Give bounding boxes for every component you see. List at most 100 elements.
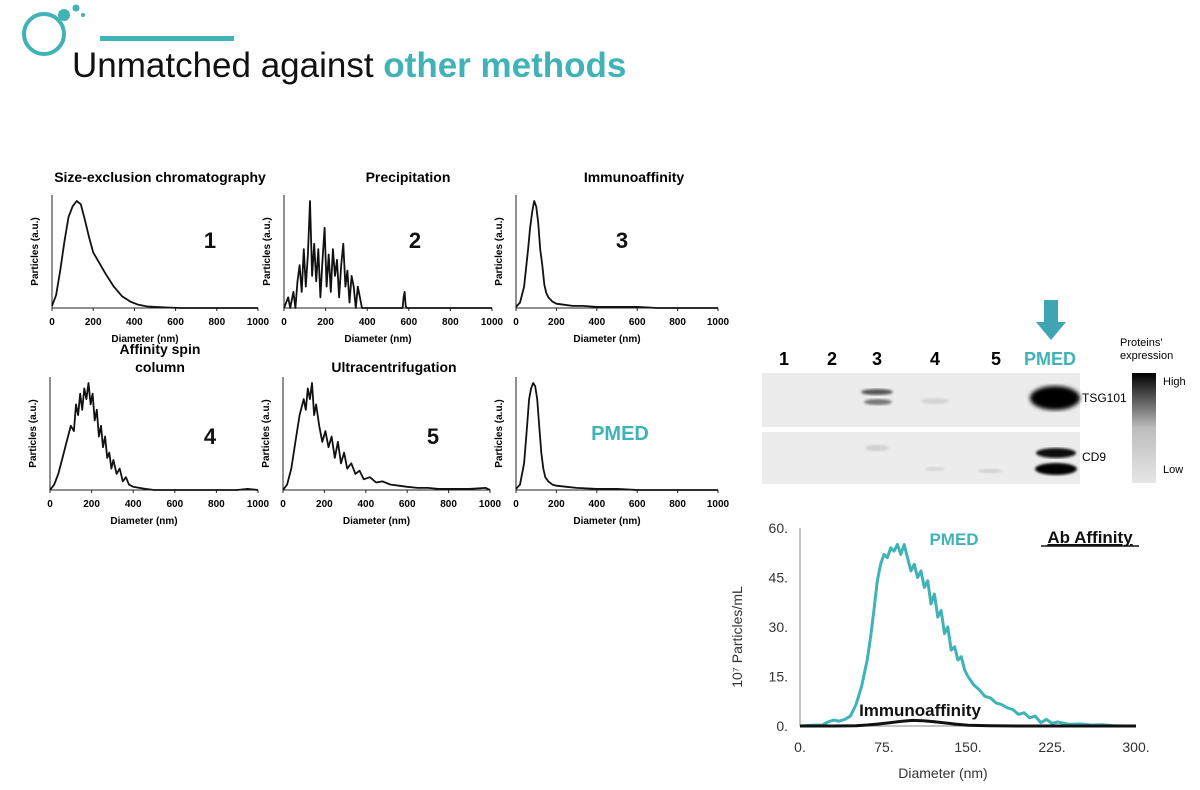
legend-title-line2: expression — [1120, 350, 1173, 362]
x-tick-label: 800 — [669, 499, 686, 510]
x-tick-label: 200 — [548, 317, 565, 328]
x-tick-label: 400 — [357, 499, 374, 510]
x-axis-label: Diameter (nm) — [110, 516, 177, 527]
series-line — [49, 382, 259, 491]
y-axis-label: Particles (a.u.) — [494, 399, 505, 467]
series-line — [51, 200, 258, 309]
title-main: Unmatched against — [72, 46, 384, 85]
legend-title-line1: Proteins' — [1120, 337, 1162, 349]
x-axis-label: Diameter (nm) — [111, 334, 178, 345]
x-tick-label: 400 — [588, 317, 605, 328]
small-chart-number: 1 — [204, 228, 216, 253]
x-tick-label: 400 — [588, 499, 605, 510]
y-tick-label: 30. — [769, 619, 788, 635]
lane-label-5: 5 — [991, 349, 1001, 369]
x-tick-label: 150. — [954, 739, 981, 755]
x-tick-label: 1000 — [707, 317, 730, 328]
small-chart-spin: Affinity spin column 4 0 200 400 600 800 1000 Dia… — [28, 341, 270, 527]
x-tick-label: 0 — [513, 499, 519, 510]
y-tick-label: 15. — [769, 669, 788, 685]
title-accent: other methods — [383, 46, 627, 85]
small-chart-pmed-small: PMED 0 200 400 600 800 1000 Diameter (nm) Partic… — [494, 377, 730, 527]
series-label-immunoaffinity: Immunoaffinity — [859, 701, 981, 720]
band-tsg101-lane3a — [861, 389, 893, 395]
x-axis-label: Diameter (nm) — [898, 765, 987, 781]
band-tsg101-lane3b — [864, 399, 892, 405]
band-cd9-lane3 — [865, 445, 889, 451]
pmed-arrow-icon — [1036, 300, 1066, 340]
x-tick-label: 0 — [49, 317, 55, 328]
small-chart-number: 4 — [204, 424, 217, 449]
x-tick-label: 1000 — [247, 317, 270, 328]
x-tick-label: 600 — [166, 499, 183, 510]
x-tick-label: 600 — [400, 317, 417, 328]
x-tick-label: 1000 — [247, 499, 270, 510]
series-line — [515, 382, 718, 491]
x-tick-label: 800 — [442, 317, 459, 328]
small-chart-number: PMED — [591, 423, 649, 445]
x-tick-label: 1000 — [481, 317, 504, 328]
x-tick-label: 200 — [85, 317, 102, 328]
y-axis-label: Particles (a.u.) — [262, 217, 273, 285]
x-tick-label: 200 — [548, 499, 565, 510]
x-tick-label: 400 — [359, 317, 376, 328]
x-tick-label: 1000 — [707, 499, 730, 510]
y-tick-label: 45. — [769, 570, 788, 586]
x-tick-label: 300. — [1122, 739, 1149, 755]
small-chart-sec: Size-exclusion chromatography 1 0 200 400 600… — [30, 169, 270, 345]
x-axis-label: Diameter (nm) — [344, 334, 411, 345]
lane-label-pmed: PMED — [1024, 349, 1076, 369]
y-tick-label: 0. — [776, 718, 788, 734]
series-label-pmed: PMED — [929, 530, 978, 549]
series-line — [282, 382, 491, 491]
blot-panel-cd9 — [762, 432, 1080, 484]
x-tick-label: 600 — [167, 317, 184, 328]
x-tick-label: 200 — [317, 317, 334, 328]
band-tsg101-pmed — [1030, 386, 1080, 410]
band-cd9-lane5 — [978, 469, 1002, 473]
y-axis-label: Particles (a.u.) — [494, 217, 505, 285]
legend-gradient — [1132, 373, 1156, 483]
page-title: Unmatched against other methods — [72, 46, 626, 86]
lane-label-4: 4 — [930, 349, 940, 369]
x-axis-label: Diameter (nm) — [573, 516, 640, 527]
lane-label-1: 1 — [779, 349, 789, 369]
small-chart-title: Affinity spin — [120, 341, 201, 357]
series-line — [283, 200, 492, 309]
x-tick-label: 0 — [47, 499, 53, 510]
x-tick-label: 75. — [874, 739, 893, 755]
x-tick-label: 225. — [1038, 739, 1065, 755]
x-tick-label: 0. — [794, 739, 806, 755]
x-tick-label: 800 — [669, 317, 686, 328]
y-axis-label: Particles (a.u.) — [28, 399, 39, 467]
western-blot: 1 2 3 4 5 PMED TSG101 CD9 Proteins' expr… — [762, 300, 1186, 484]
small-chart-precip: Precipitation 2 0 200 400 600 800 1000 Diameter … — [262, 169, 504, 345]
small-chart-title: Size-exclusion chromatography — [54, 169, 266, 185]
small-chart-ultra: Ultracentrifugation 5 0 200 400 600 800 1000 Dia… — [261, 359, 502, 527]
x-tick-label: 600 — [629, 499, 646, 510]
small-chart-number: 5 — [427, 424, 439, 449]
x-tick-label: 800 — [440, 499, 457, 510]
series-line — [515, 200, 718, 309]
row-label-cd9: CD9 — [1082, 450, 1106, 464]
x-tick-label: 800 — [208, 499, 225, 510]
chart-title: Ab Affinity — [1047, 528, 1133, 547]
band-cd9-lane4 — [925, 467, 945, 471]
series-line-immunoaffinity — [800, 718, 1136, 728]
x-tick-label: 1000 — [479, 499, 502, 510]
lane-label-2: 2 — [827, 349, 837, 369]
x-tick-label: 400 — [126, 317, 143, 328]
band-cd9-pmed-lower — [1035, 463, 1077, 475]
small-chart-immuno: Immunoaffinity 3 0 200 400 600 800 1000 Diameter… — [494, 169, 730, 345]
x-axis-label: Diameter (nm) — [573, 334, 640, 345]
pmed-vs-immunoaffinity-chart: 0. 15. 30. 45. 60. 0. 75. 150. 225. 300. Diameter … — [729, 520, 1150, 781]
small-chart-number: 2 — [409, 228, 421, 253]
band-tsg101-lane4 — [921, 398, 949, 404]
y-axis-label: 10⁷ Particles/mL — [729, 586, 745, 688]
x-tick-label: 200 — [83, 499, 100, 510]
small-chart-number: 3 — [616, 228, 628, 253]
x-tick-label: 600 — [629, 317, 646, 328]
series-line-pmed — [799, 543, 1125, 728]
x-tick-label: 400 — [125, 499, 142, 510]
